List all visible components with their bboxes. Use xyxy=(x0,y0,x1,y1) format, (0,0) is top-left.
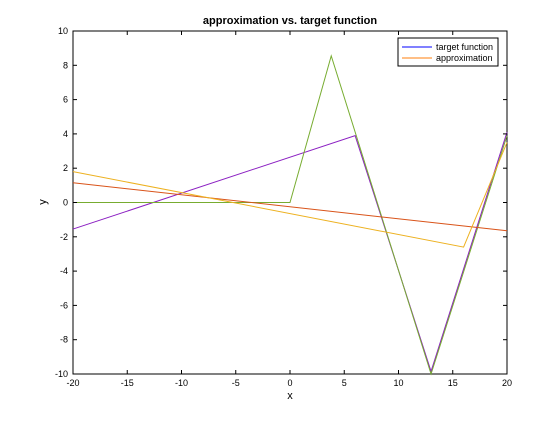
x-tick-label: 5 xyxy=(342,378,347,388)
x-tick-label: 0 xyxy=(287,378,292,388)
y-tick-label: 0 xyxy=(63,198,68,208)
legend-box xyxy=(397,37,499,67)
y-tick-label: -10 xyxy=(55,369,68,379)
y-tick-label: -8 xyxy=(60,335,68,345)
x-tick-label: -15 xyxy=(121,378,134,388)
x-tick-label: 10 xyxy=(393,378,403,388)
y-tick-label: -2 xyxy=(60,232,68,242)
legend-label-target-function: target function xyxy=(436,42,493,52)
x-tick-label: 15 xyxy=(448,378,458,388)
x-tick-label: -5 xyxy=(232,378,240,388)
x-tick-label: -20 xyxy=(66,378,79,388)
y-tick-label: -6 xyxy=(60,300,68,310)
series-line-approximation-yellow xyxy=(72,142,508,248)
series-layer xyxy=(72,54,508,376)
y-tick-label: 2 xyxy=(63,163,68,173)
series-line-approximation-orange-red xyxy=(72,182,508,232)
legend: target function approximation xyxy=(397,37,499,67)
y-tick-label: 6 xyxy=(63,95,68,105)
chart-title: approximation vs. target function xyxy=(203,15,377,27)
y-tick-label: 10 xyxy=(58,26,68,36)
legend-label-approximation: approximation xyxy=(436,53,493,63)
y-tick-label: 8 xyxy=(63,60,68,70)
y-axis-label: y xyxy=(37,199,49,205)
series-line-green xyxy=(73,54,508,376)
x-tick-label: -10 xyxy=(175,378,188,388)
x-axis-label: x xyxy=(287,390,293,402)
y-tick-label: -4 xyxy=(60,266,68,276)
x-tick-label: 20 xyxy=(502,378,512,388)
y-tick-label: 4 xyxy=(63,129,68,139)
